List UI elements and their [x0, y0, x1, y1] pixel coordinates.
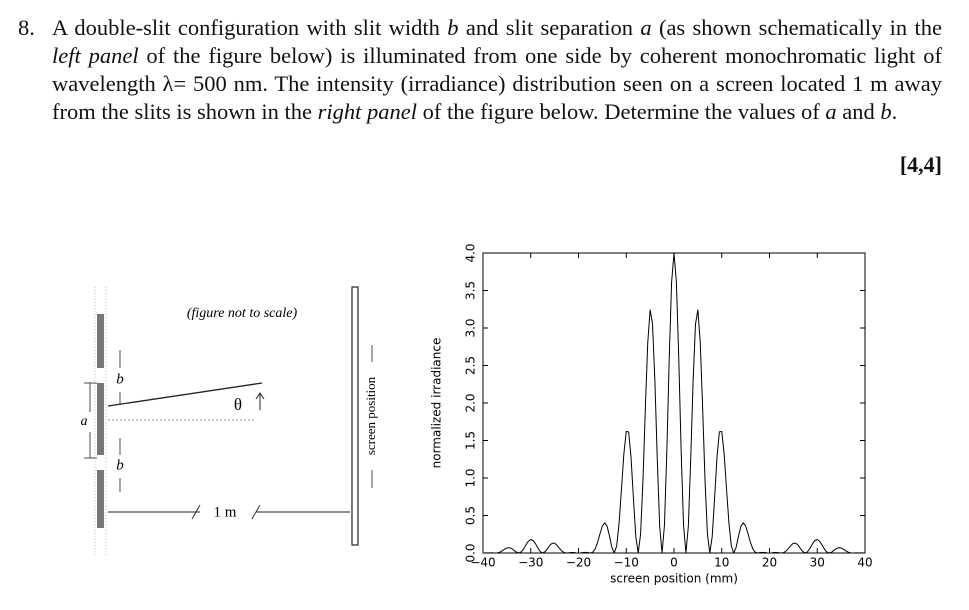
text: b [447, 15, 459, 40]
barrier [97, 314, 104, 368]
arrow [255, 392, 265, 400]
screen [351, 286, 359, 546]
text: left panel [52, 43, 139, 68]
y-tick-label: 2.0 [464, 393, 478, 412]
y-tick-label: 3.5 [464, 281, 478, 300]
label: θ [234, 395, 242, 414]
marks: [4,4] [899, 152, 942, 177]
text: (as shown schematically in the [651, 15, 942, 40]
text: . [891, 99, 898, 124]
chart: screen position (mm) normalized irradian… [430, 243, 873, 585]
label: screen position [363, 376, 378, 455]
x-tick-label: 10 [714, 556, 729, 570]
schematic [84, 286, 373, 555]
label: a [81, 414, 88, 429]
x-tick-label: 20 [762, 556, 777, 570]
text: and slit separation [458, 15, 641, 40]
x-tick-label: 40 [857, 556, 872, 570]
question-number: 8. [18, 15, 35, 40]
text: of the figure below. Determine the value… [417, 99, 826, 124]
text: of the figure below) is illuminated from… [52, 43, 942, 124]
x-tick-label: 30 [810, 556, 825, 570]
y-axis-label: normalized irradiance [430, 338, 444, 469]
plot-frame [482, 252, 866, 554]
curve [482, 252, 866, 554]
label: b [116, 371, 124, 387]
x-tick-label: −20 [566, 556, 591, 570]
y-tick-label: 0.5 [464, 506, 478, 525]
x-tick-label: −40 [470, 556, 495, 570]
y-tick-label: 1.5 [464, 431, 478, 450]
x-axis-label: screen position (mm) [610, 572, 738, 586]
barrier [97, 383, 104, 455]
text: and [836, 99, 881, 124]
y-tick-label: 4.0 [464, 243, 478, 262]
text: a [640, 15, 652, 40]
y-tick-label: 2.5 [464, 356, 478, 375]
question-text: A double-slit configuration with slit wi… [52, 14, 942, 126]
text: a [825, 99, 837, 124]
label: b [116, 457, 124, 473]
text: right panel [317, 99, 417, 124]
x-tick-label: 0 [670, 556, 678, 570]
note: (figure not to scale) [187, 306, 298, 321]
label: 1 m [214, 504, 237, 520]
x-tick-label: −10 [614, 556, 639, 570]
text: A double-slit configuration with slit wi… [52, 15, 448, 40]
y-tick-label: 1.0 [464, 468, 478, 487]
y-tick-label: 0.0 [464, 543, 478, 562]
y-tick-label: 3.0 [464, 318, 478, 337]
barrier [97, 470, 104, 528]
dim [191, 504, 201, 520]
x-tick-label: −30 [518, 556, 543, 570]
ray [107, 382, 263, 407]
text: b [880, 99, 892, 124]
